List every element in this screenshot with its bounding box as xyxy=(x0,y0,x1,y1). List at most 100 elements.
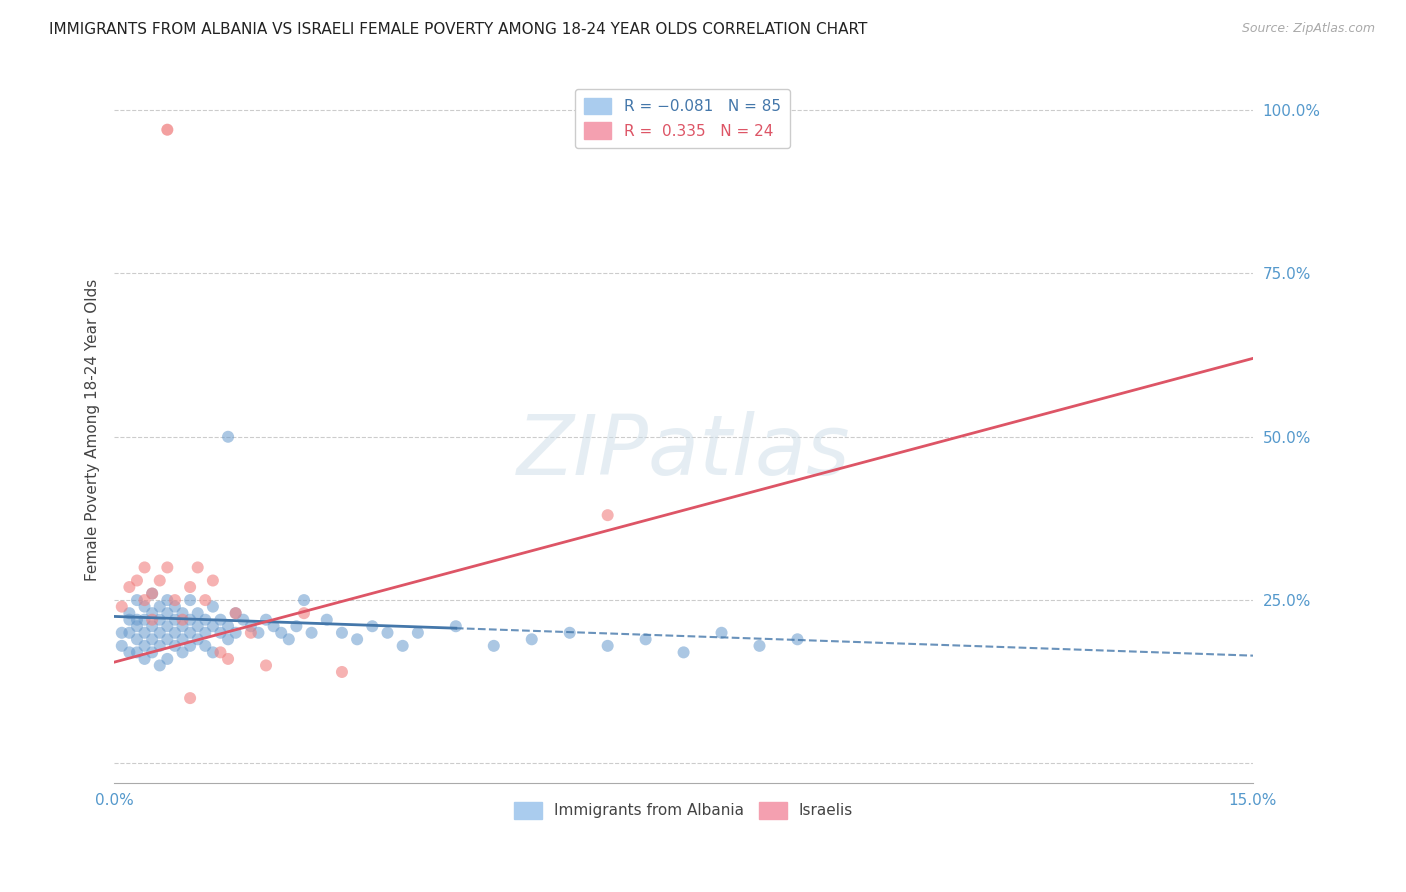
Point xyxy=(254,658,277,673)
Point xyxy=(315,613,337,627)
Point xyxy=(172,645,194,659)
Point xyxy=(270,625,292,640)
Point xyxy=(163,625,186,640)
Point xyxy=(217,619,239,633)
Point xyxy=(118,613,141,627)
Point xyxy=(239,619,262,633)
Point xyxy=(141,586,163,600)
Point xyxy=(217,632,239,647)
Point xyxy=(346,632,368,647)
Point xyxy=(444,619,467,633)
Point xyxy=(179,580,201,594)
Y-axis label: Female Poverty Among 18-24 Year Olds: Female Poverty Among 18-24 Year Olds xyxy=(86,279,100,582)
Point xyxy=(209,645,232,659)
Point xyxy=(134,599,156,614)
Point xyxy=(406,625,429,640)
Point xyxy=(118,645,141,659)
Point xyxy=(156,606,179,620)
Point xyxy=(558,625,581,640)
Point xyxy=(710,625,733,640)
Point xyxy=(125,619,148,633)
Point xyxy=(187,632,209,647)
Point xyxy=(156,652,179,666)
Point xyxy=(141,632,163,647)
Point xyxy=(111,599,134,614)
Point xyxy=(156,632,179,647)
Point xyxy=(391,639,413,653)
Point xyxy=(301,625,323,640)
Point xyxy=(201,574,224,588)
Point xyxy=(201,645,224,659)
Point xyxy=(179,613,201,627)
Point xyxy=(634,632,657,647)
Point xyxy=(292,593,315,607)
Point xyxy=(118,580,141,594)
Point xyxy=(111,639,134,653)
Point xyxy=(209,613,232,627)
Point xyxy=(163,613,186,627)
Point xyxy=(149,658,172,673)
Point xyxy=(217,652,239,666)
Point xyxy=(125,574,148,588)
Point xyxy=(361,619,384,633)
Point xyxy=(194,625,217,640)
Point xyxy=(141,619,163,633)
Point xyxy=(209,625,232,640)
Point xyxy=(172,619,194,633)
Point xyxy=(163,639,186,653)
Point xyxy=(125,632,148,647)
Point xyxy=(596,508,619,523)
Point xyxy=(239,625,262,640)
Point xyxy=(179,639,201,653)
Legend: Immigrants from Albania, Israelis: Immigrants from Albania, Israelis xyxy=(508,796,859,825)
Point xyxy=(156,619,179,633)
Text: Source: ZipAtlas.com: Source: ZipAtlas.com xyxy=(1241,22,1375,36)
Point xyxy=(254,613,277,627)
Point xyxy=(225,625,247,640)
Point xyxy=(225,606,247,620)
Point xyxy=(134,625,156,640)
Point xyxy=(163,593,186,607)
Point xyxy=(172,606,194,620)
Point xyxy=(201,599,224,614)
Point xyxy=(520,632,543,647)
Point xyxy=(134,613,156,627)
Text: ZIPatlas: ZIPatlas xyxy=(517,411,851,491)
Point xyxy=(232,613,254,627)
Point xyxy=(134,593,156,607)
Point xyxy=(263,619,285,633)
Point xyxy=(156,122,179,136)
Point xyxy=(187,619,209,633)
Point xyxy=(277,632,299,647)
Point xyxy=(596,639,619,653)
Point xyxy=(134,652,156,666)
Point xyxy=(187,606,209,620)
Text: IMMIGRANTS FROM ALBANIA VS ISRAELI FEMALE POVERTY AMONG 18-24 YEAR OLDS CORRELAT: IMMIGRANTS FROM ALBANIA VS ISRAELI FEMAL… xyxy=(49,22,868,37)
Point xyxy=(111,625,134,640)
Point xyxy=(118,625,141,640)
Point xyxy=(187,560,209,574)
Point xyxy=(141,613,163,627)
Point xyxy=(149,599,172,614)
Point xyxy=(125,613,148,627)
Point xyxy=(149,639,172,653)
Point xyxy=(134,639,156,653)
Point xyxy=(377,625,399,640)
Point xyxy=(330,625,353,640)
Point xyxy=(786,632,808,647)
Point xyxy=(225,606,247,620)
Point xyxy=(141,645,163,659)
Point xyxy=(163,599,186,614)
Point xyxy=(194,593,217,607)
Point xyxy=(179,593,201,607)
Point xyxy=(118,606,141,620)
Point xyxy=(125,645,148,659)
Point xyxy=(149,613,172,627)
Point xyxy=(217,430,239,444)
Point xyxy=(201,619,224,633)
Point xyxy=(156,560,179,574)
Point xyxy=(194,639,217,653)
Point xyxy=(179,691,201,706)
Point xyxy=(172,632,194,647)
Point xyxy=(134,560,156,574)
